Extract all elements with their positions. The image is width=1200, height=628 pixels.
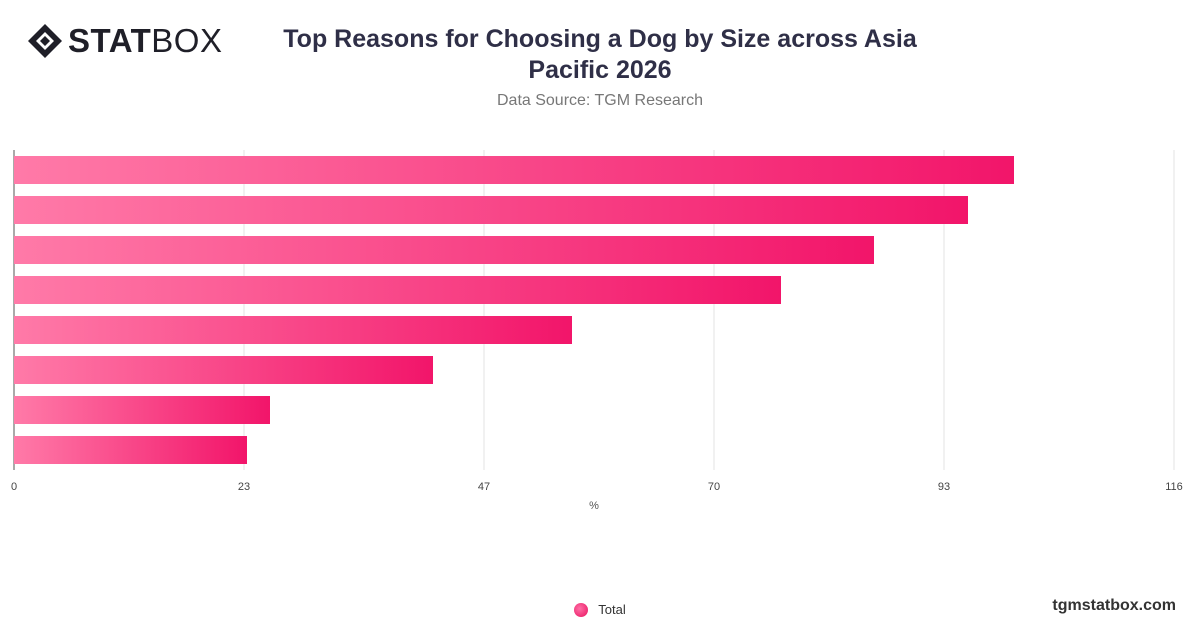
legend-dot-icon bbox=[574, 602, 589, 617]
statbox-logo: STATBOX bbox=[26, 22, 222, 60]
x-tick-label: 0 bbox=[11, 481, 17, 493]
chart-subtitle: Data Source: TGM Research bbox=[496, 92, 703, 109]
x-tick-label: 47 bbox=[478, 481, 490, 493]
x-tick-label: 116 bbox=[1165, 481, 1183, 493]
bar-4[interactable] bbox=[14, 276, 781, 304]
bar-2[interactable] bbox=[14, 196, 968, 224]
chart-title: Top Reasons for Choosing a Dog by Size a… bbox=[283, 25, 917, 84]
bar-7[interactable] bbox=[14, 396, 270, 424]
bar-3[interactable] bbox=[14, 236, 874, 264]
x-tick-label: 23 bbox=[238, 481, 250, 493]
logo-text-bold: STAT bbox=[68, 22, 152, 59]
logo-text-light: BOX bbox=[151, 22, 223, 59]
logo-wordmark: STATBOX bbox=[68, 23, 222, 59]
bar-6[interactable] bbox=[14, 356, 433, 384]
diamond-logo-icon bbox=[28, 24, 62, 58]
bars bbox=[14, 156, 1014, 464]
x-axis-ticks: 0 23 47 70 93 116 bbox=[11, 481, 1183, 493]
bar-1[interactable] bbox=[14, 156, 1014, 184]
website-label: tgmstatbox.com bbox=[1052, 597, 1176, 614]
x-tick-label: 70 bbox=[708, 481, 720, 493]
legend[interactable]: Total bbox=[0, 602, 1200, 617]
legend-label-total: Total bbox=[598, 602, 626, 617]
x-tick-label: 93 bbox=[938, 481, 950, 493]
bar-5[interactable] bbox=[14, 316, 572, 344]
x-axis-title: % bbox=[589, 500, 599, 512]
bar-8[interactable] bbox=[14, 436, 247, 464]
